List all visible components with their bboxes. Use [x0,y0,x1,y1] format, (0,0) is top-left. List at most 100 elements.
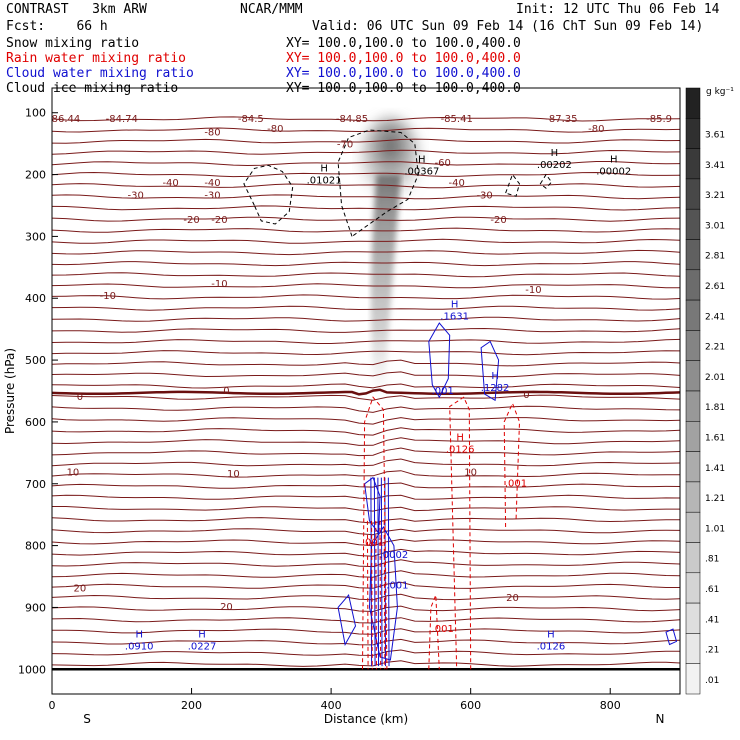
colorbar-box [685,602,701,634]
plot-frame [51,87,681,695]
colorbar-box [685,330,701,361]
cloud-water-contour [380,477,383,667]
temperature-contour [52,338,680,344]
extremum-value: .001 [432,386,454,397]
cloud-water-contour [337,594,357,646]
colorbar-level: 3.21 [705,191,725,201]
extremum-value: .00002 [596,166,631,177]
rain-water-contour [428,594,440,670]
rain-water-contour [383,520,386,670]
colorbar-level: 2.01 [705,373,725,383]
temperature-label: 10 [67,467,80,478]
colorbar-level: 2.61 [705,282,725,292]
extremum-value: .0002 [380,550,409,561]
extremum-value: .1631 [440,312,469,323]
temperature-contour [52,249,680,256]
extremum-marker: H [491,371,499,382]
field-cloudwater-name: Cloud water mixing ratio [6,66,194,81]
temperature-label: -20 [183,215,199,226]
org-label: NCAR/MMM [240,2,303,17]
colorbar: 3.61 3.41 3.21 3.01 2.81 2.61 2.41 2.21 2.01 1.81… [685,87,734,695]
temperature-contour [52,116,680,122]
temperature-contour [52,617,680,624]
temperature-contour [52,171,680,178]
rain-water-contour [503,402,521,528]
x-tick-label: 600 [460,699,481,712]
temperature-contour [52,506,680,512]
colorbar-box [685,572,701,604]
y-tick-label: 100 [25,107,46,120]
temperature-label: 20 [74,584,87,595]
temperature-contour [52,605,680,613]
temperature-contour [52,593,680,601]
temperature-contour [52,559,680,568]
temperature-contour [52,359,680,367]
x-axis-label: Distance (km) [324,712,408,726]
extremum-value: .0910 [125,641,154,652]
y-tick-label: 700 [25,478,46,491]
x-tick-label: 200 [181,699,202,712]
tropopause-value-label: -87.35 [545,114,577,125]
extremum-marker: H [610,154,618,165]
temperature-contour [52,482,680,489]
cloud-ice-contour [504,173,521,197]
temperature-contour [52,327,680,333]
colorbar-level: .81 [705,555,719,565]
cloud-ice-contour [539,173,553,189]
temperature-label: 20 [220,602,233,613]
extremum-marker: H [320,164,328,175]
temperature-label: -20 [211,215,227,226]
colorbar-level: 3.41 [705,161,725,171]
model-title: CONTRAST 3km ARW [6,2,147,17]
cloud-ice-contour [243,164,294,225]
temperature-contour [52,283,680,289]
rain-water-contour [362,396,388,670]
temperature-label: -60 [435,158,451,169]
colorbar-box [685,148,701,180]
temperature-label: -10 [211,279,227,290]
colorbar-box [685,542,701,574]
temperature-contour [52,161,680,167]
temperature-label: 0 [523,390,529,401]
cloud-water-contour [665,628,678,646]
temperature-contour [52,517,680,524]
temperature-contour [52,194,680,200]
temperature-contour [52,581,680,589]
temperature-label: -40 [449,178,465,189]
rain-water-contour [379,520,382,670]
temperature-label: -40 [204,178,220,189]
temperature-contour [52,470,680,478]
colorbar-level: 1.01 [705,524,725,534]
extremum-value: .0227 [188,641,217,652]
temperature-contour [52,570,680,578]
colorbar-level: 2.21 [705,343,725,353]
extremum-value: .01021 [307,176,342,187]
y-tick-label: 300 [25,230,46,243]
temperature-contour [52,458,680,467]
colorbar-box [685,511,701,543]
temperature-label: -80 [267,124,283,135]
colorbar-box [685,451,701,483]
field-snow-xy: XY= 100.0,100.0 to 100.0,400.0 [286,36,521,51]
temperature-contour [52,394,680,401]
x-tick-label: 800 [600,699,621,712]
x-tick-label: 0 [49,699,56,712]
cloud-water-contour [370,477,373,667]
cloud-water-contour [377,477,380,667]
colorbar-box [685,421,701,452]
temperature-contour [52,548,680,557]
temperature-contour [52,628,680,635]
y-tick-label: 500 [25,354,46,367]
temperature-label: -30 [128,190,144,201]
rain-water-contour [375,520,377,670]
colorbar-level: .41 [705,615,719,625]
temperature-contour [52,305,680,311]
temperature-label: -80 [588,124,604,135]
extremum-value: .001 [362,537,384,548]
colorbar-box [685,299,701,331]
colorbar-box [685,118,701,149]
temperature-label: 10 [464,467,477,478]
colorbar-level: .61 [705,585,719,595]
temperature-contour [52,183,680,189]
rain-water-contour [371,520,373,670]
